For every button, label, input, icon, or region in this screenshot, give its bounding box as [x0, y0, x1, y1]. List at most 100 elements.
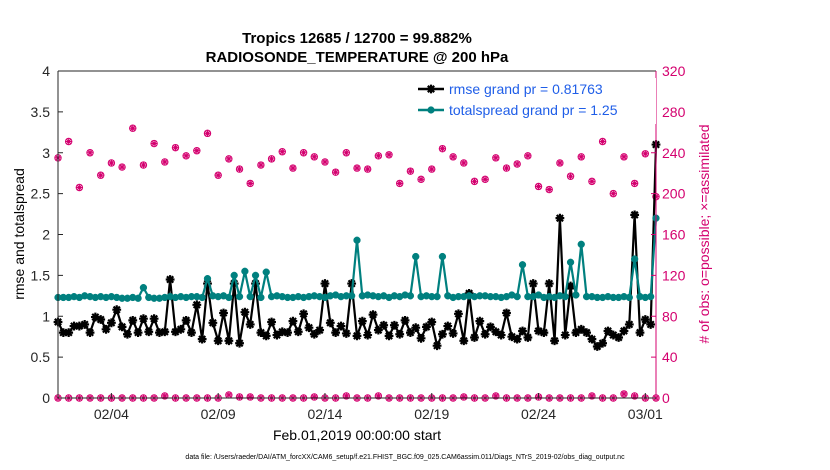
spread-marker — [241, 267, 249, 275]
rmse-marker — [240, 307, 250, 317]
rmse-marker — [507, 332, 517, 342]
rmse-marker — [480, 329, 490, 339]
rmse-marker — [58, 328, 68, 337]
obs-assimilated-marker — [631, 180, 639, 187]
chart-title: Tropics 12685 / 12700 = 99.882% — [242, 30, 472, 47]
rmse-marker — [368, 310, 378, 320]
rmse-marker — [203, 279, 212, 288]
rmse-marker — [566, 281, 575, 291]
rmse-marker — [512, 334, 522, 344]
rmse-marker — [400, 315, 410, 325]
y-right-tick-label: 200 — [662, 186, 686, 202]
spread-marker — [433, 292, 441, 301]
y-tick-label: 0.5 — [31, 349, 51, 365]
rmse-marker — [560, 330, 570, 340]
obs-assimilated-marker — [374, 392, 382, 400]
rmse-marker — [106, 318, 116, 328]
rmse-marker — [603, 326, 613, 336]
obs-assimilated-marker — [257, 161, 265, 169]
obs-assimilated-marker — [417, 175, 425, 183]
chart-subtitle: RADIOSONDE_TEMPERATURE @ 200 hPa — [206, 49, 509, 66]
rmse-marker — [592, 342, 602, 351]
spread-marker — [139, 283, 148, 292]
obs-assimilated-marker — [588, 392, 596, 400]
rmse-marker — [502, 308, 511, 318]
obs-assimilated-marker — [492, 392, 500, 400]
rmse-marker — [90, 312, 100, 322]
obs-assimilated-marker — [353, 164, 361, 172]
rmse-marker — [309, 329, 319, 339]
rmse-marker — [443, 321, 453, 331]
y-axis-label-right: # of obs: o=possible; ×=assimilated — [696, 124, 712, 343]
rmse-marker — [293, 327, 303, 337]
obs-assimilated-marker — [503, 164, 510, 172]
y-tick-label: 4 — [42, 63, 50, 79]
spread-marker — [406, 292, 415, 300]
legend-rmse-marker — [426, 84, 436, 94]
y-right-tick-label: 320 — [662, 63, 686, 79]
obs-assimilated-marker — [567, 172, 574, 180]
rmse-marker — [427, 317, 437, 327]
rmse-marker — [272, 330, 282, 340]
rmse-marker — [245, 320, 255, 329]
obs-assimilated-marker — [471, 177, 478, 185]
rmse-marker — [496, 330, 506, 340]
rmse-marker — [357, 316, 367, 326]
rmse-marker — [395, 329, 405, 339]
rmse-marker — [347, 279, 357, 288]
rmse-marker — [587, 334, 597, 344]
rmse-marker — [352, 331, 362, 341]
rmse-marker — [133, 328, 143, 337]
y-tick-label: 1.5 — [31, 267, 51, 283]
x-tick-label: 02/24 — [521, 406, 556, 422]
x-tick-label: 02/14 — [307, 406, 342, 422]
spread-marker — [438, 252, 447, 261]
obs-assimilated-marker — [300, 149, 308, 157]
rmse-marker — [315, 325, 325, 335]
rmse-marker — [219, 308, 228, 318]
legend-rmse-label: rmse grand pr = 0.81763 — [449, 81, 603, 97]
spread-marker — [518, 261, 527, 269]
obs-assimilated-marker — [439, 145, 446, 153]
spread-marker — [566, 258, 575, 266]
rmse-marker — [619, 326, 629, 336]
spread-marker — [262, 268, 270, 276]
y-right-tick-label: 160 — [662, 227, 686, 243]
rmse-marker — [176, 324, 186, 334]
spread-marker — [235, 292, 244, 301]
rmse-marker — [534, 326, 543, 336]
rmse-marker — [640, 315, 650, 324]
spread-marker — [134, 294, 142, 302]
obs-assimilated-marker — [577, 153, 585, 161]
legend-spread-marker — [427, 106, 435, 114]
rmse-marker — [544, 279, 554, 288]
obs-assimilated-marker — [556, 159, 564, 167]
obs-assimilated-marker — [268, 155, 275, 163]
rmse-marker — [235, 338, 244, 348]
y-tick-label: 2.5 — [31, 186, 51, 202]
y-axis-label: rmse and totalspread — [11, 168, 27, 300]
rmse-marker — [518, 326, 527, 336]
rmse-marker — [411, 323, 421, 333]
rmse-marker — [539, 328, 549, 337]
rmse-marker — [405, 328, 415, 337]
obs-assimilated-marker — [65, 138, 73, 145]
obs-assimilated-marker — [193, 147, 201, 155]
obs-assimilated-marker — [225, 155, 233, 163]
obs-assimilated-marker — [214, 171, 222, 179]
obs-assimilated-marker — [75, 184, 83, 191]
rmse-marker — [630, 210, 640, 220]
y-tick-label: 0 — [42, 390, 50, 406]
obs-assimilated-marker — [406, 167, 414, 175]
data-file-footer: data file: /Users/raeder/DAI/ATM_forcXX/… — [185, 454, 625, 461]
spread-marker — [230, 271, 238, 280]
obs-assimilated-marker — [107, 159, 115, 167]
obs-assimilated-marker — [118, 163, 126, 171]
rmse-marker — [187, 328, 196, 337]
spread-marker — [561, 292, 569, 301]
obs-assimilated-marker — [460, 159, 468, 167]
rmse-marker — [117, 322, 127, 332]
rmse-marker — [336, 321, 346, 331]
obs-assimilated-marker — [620, 390, 628, 398]
obs-assimilated-marker — [396, 180, 404, 187]
